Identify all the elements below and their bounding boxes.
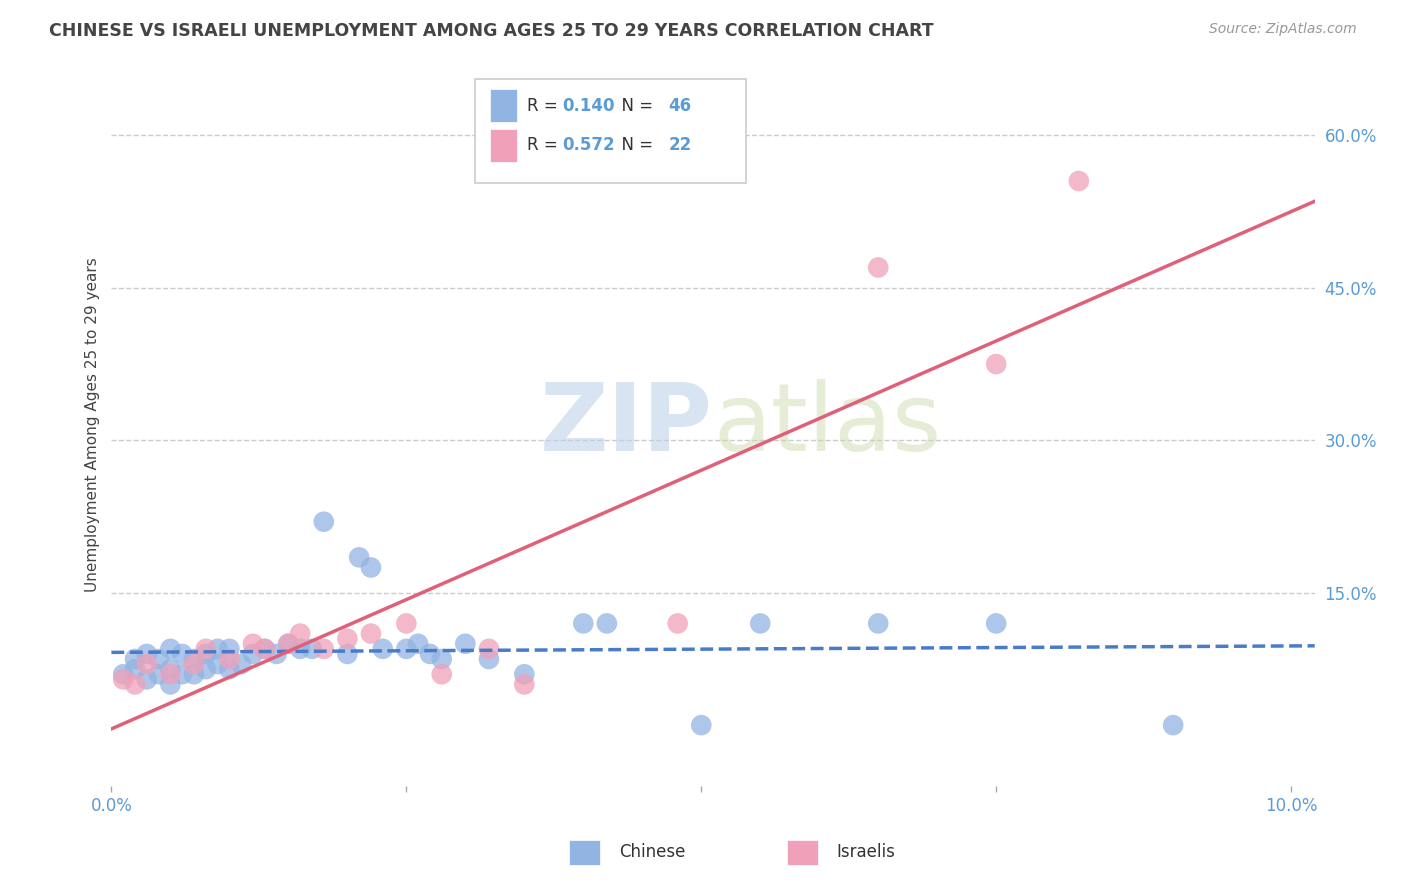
Point [183,652,205,666]
Point [124,652,146,666]
Point [312,641,335,656]
Point [242,647,264,661]
Point [266,647,288,661]
Point [148,652,170,666]
Point [218,652,240,666]
Text: ZIP: ZIP [540,379,713,471]
Point [218,662,240,676]
Point [218,641,240,656]
Point [1161,718,1184,732]
Point [749,616,772,631]
Text: Source: ZipAtlas.com: Source: ZipAtlas.com [1209,22,1357,37]
Point [336,632,359,646]
Point [513,677,536,691]
FancyBboxPatch shape [491,89,517,122]
Point [478,652,501,666]
Point [986,616,1008,631]
Point [207,657,229,672]
Point [288,641,311,656]
Point [242,637,264,651]
Y-axis label: Unemployment Among Ages 25 to 29 years: Unemployment Among Ages 25 to 29 years [86,258,100,592]
Point [360,560,382,574]
Point [159,677,181,691]
Point [395,616,418,631]
Point [513,667,536,681]
Point [135,657,157,672]
Point [159,667,181,681]
Point [572,616,595,631]
Text: 0.140: 0.140 [562,96,616,114]
Point [986,357,1008,371]
Text: R =: R = [527,136,562,154]
Point [666,616,689,631]
Point [135,647,157,661]
Point [172,647,194,661]
Text: Israelis: Israelis [837,843,896,861]
Point [253,641,276,656]
Text: Chinese: Chinese [619,843,685,861]
Text: 0.572: 0.572 [562,136,616,154]
Point [172,667,194,681]
Point [124,662,146,676]
Point [430,667,453,681]
Point [406,637,429,651]
Point [183,667,205,681]
Point [148,667,170,681]
Point [690,718,713,732]
Text: N =: N = [610,96,658,114]
Point [1067,174,1090,188]
Point [194,647,217,661]
Point [159,662,181,676]
Point [336,647,359,661]
Point [277,637,299,651]
Point [596,616,619,631]
Point [112,673,135,687]
Point [360,626,382,640]
Point [207,641,229,656]
FancyBboxPatch shape [475,78,745,183]
Point [112,667,135,681]
Text: R =: R = [527,96,562,114]
Point [301,641,323,656]
Text: 46: 46 [668,96,692,114]
Point [253,641,276,656]
Point [135,673,157,687]
Point [288,626,311,640]
Point [868,260,890,275]
Point [395,641,418,656]
Text: atlas: atlas [713,379,941,471]
Point [231,657,253,672]
Point [277,637,299,651]
Text: 22: 22 [668,136,692,154]
Point [347,550,370,565]
Point [478,641,501,656]
Point [371,641,394,656]
Point [183,657,205,672]
Text: CHINESE VS ISRAELI UNEMPLOYMENT AMONG AGES 25 TO 29 YEARS CORRELATION CHART: CHINESE VS ISRAELI UNEMPLOYMENT AMONG AG… [49,22,934,40]
Point [430,652,453,666]
Point [194,641,217,656]
Text: N =: N = [610,136,658,154]
Point [419,647,441,661]
Point [194,662,217,676]
Point [124,677,146,691]
Point [868,616,890,631]
Point [312,515,335,529]
FancyBboxPatch shape [491,129,517,161]
Point [454,637,477,651]
Point [159,641,181,656]
